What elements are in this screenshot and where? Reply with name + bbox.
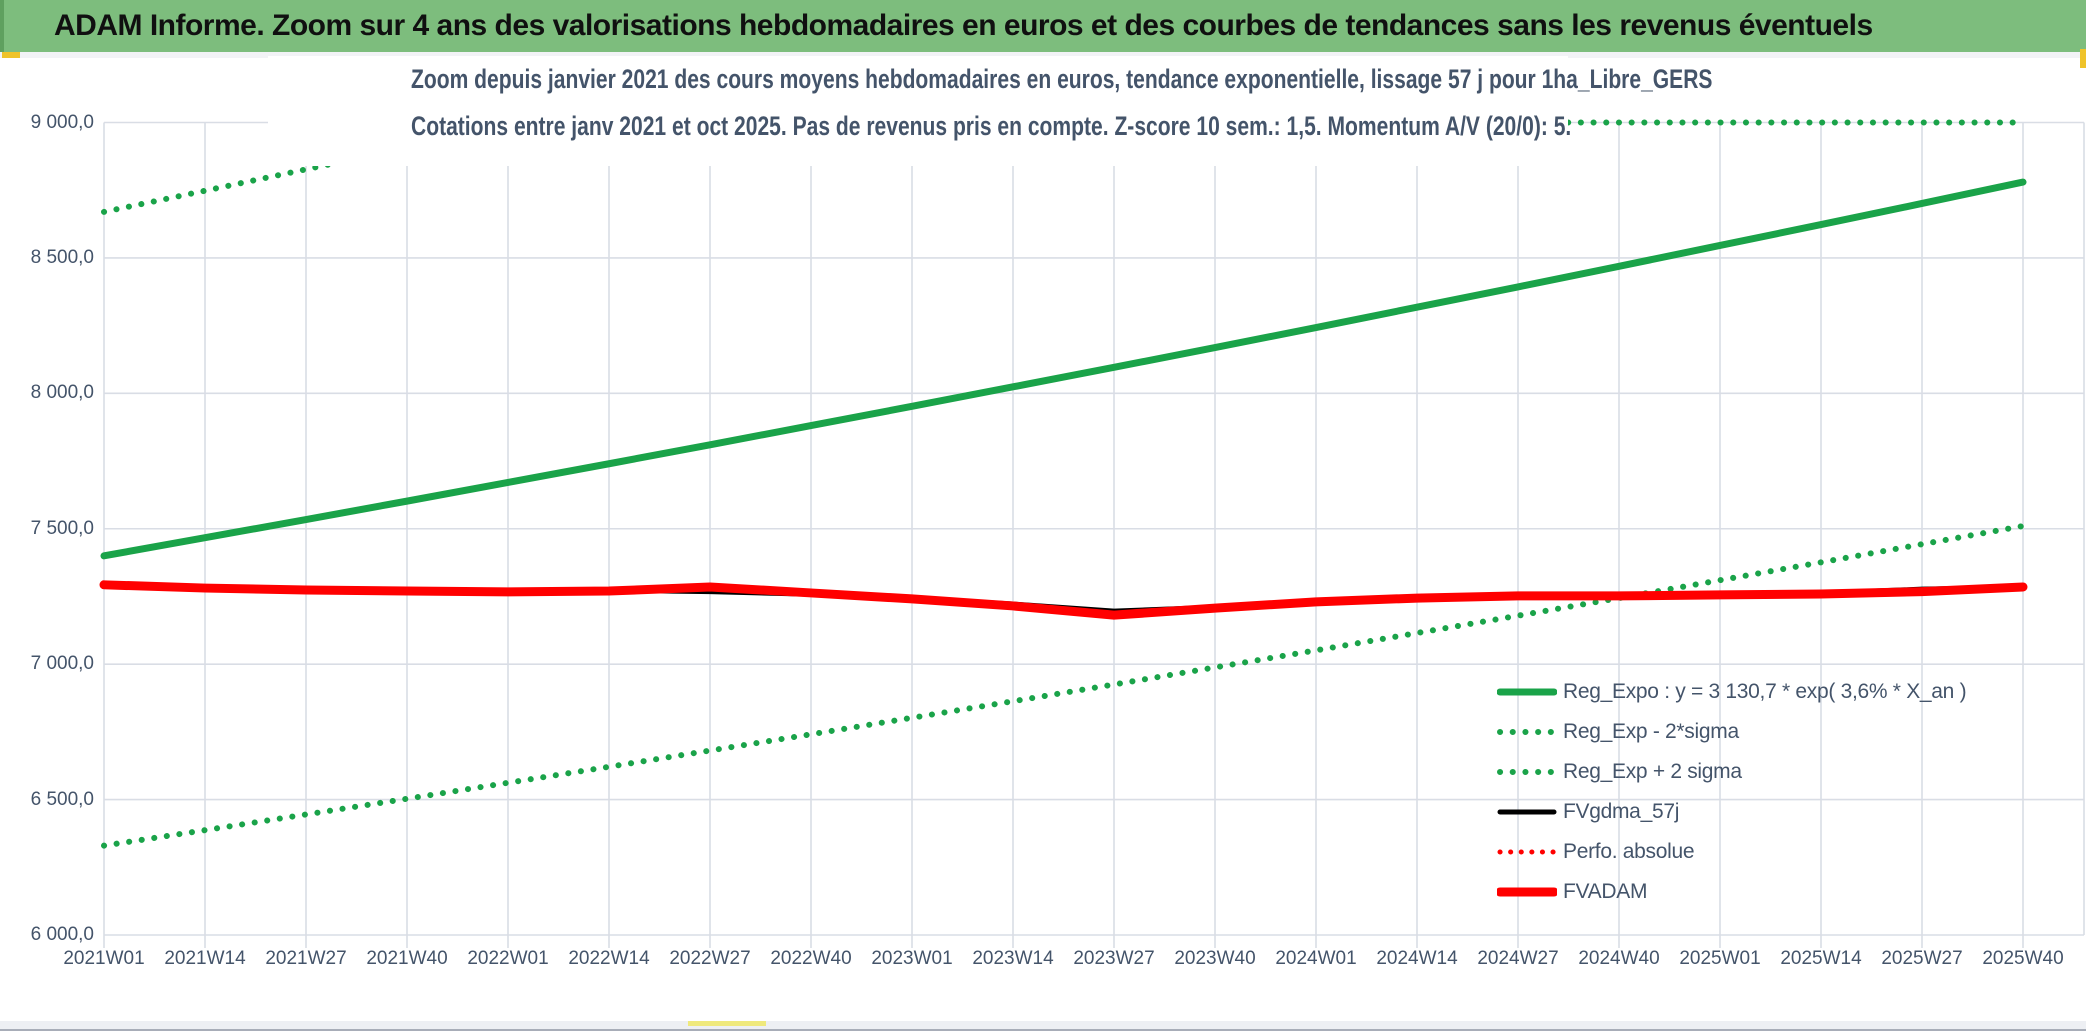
series-line-fvadam (99, 580, 2028, 620)
x-axis-tick-label: 2023W27 (1073, 948, 1155, 969)
legend-swatch-line (1497, 688, 1557, 696)
legend-item-label: FVADAM (1563, 880, 1648, 903)
scrollbar-yellow-segment[interactable] (688, 1021, 766, 1026)
legend-item-label: FVgdma_57j (1563, 800, 1680, 823)
x-axis-tick-label: 2023W40 (1174, 948, 1256, 969)
legend-item: Perfo. absolue (1497, 832, 2072, 872)
chart-title-box: Zoom depuis janvier 2021 des cours moyen… (268, 56, 1713, 166)
y-axis-tick-label: 8 500,0 (30, 246, 94, 268)
y-axis-tick-label: 7 500,0 (30, 517, 94, 539)
legend-swatch-line (1497, 849, 1557, 855)
y-axis-tick-label: 9 000,0 (30, 111, 94, 133)
legend-item-label: Reg_Expo : y = 3 130,7 * exp( 3,6% * X_a… (1563, 680, 1967, 703)
chart-legend: Reg_Expo : y = 3 130,7 * exp( 3,6% * X_a… (1497, 672, 2072, 912)
legend-swatch-line (1497, 729, 1557, 735)
x-axis-tick-label: 2021W40 (366, 948, 448, 969)
x-axis-tick-label: 2024W01 (1275, 948, 1357, 969)
y-axis-tick-label: 6 500,0 (30, 788, 94, 810)
x-axis-tick-label: 2023W14 (972, 948, 1054, 969)
left-edge-accent (0, 0, 4, 52)
x-axis-tick-label: 2021W14 (164, 948, 246, 969)
legend-swatch-line (1497, 809, 1557, 815)
chart-title-line2: Cotations entre janv 2021 et oct 2025. P… (411, 111, 1572, 141)
right-yellow-mark (2080, 49, 2086, 68)
bottom-edge-line (0, 1029, 2086, 1031)
window-title-bar: ADAM Informe. Zoom sur 4 ans des valoris… (0, 0, 2086, 52)
x-axis-tick-label: 2024W14 (1376, 948, 1458, 969)
x-axis-tick-label: 2025W01 (1679, 948, 1761, 969)
x-axis-tick-label: 2024W40 (1578, 948, 1660, 969)
window-title: ADAM Informe. Zoom sur 4 ans des valoris… (54, 9, 1873, 42)
legend-swatch-line (1497, 887, 1557, 897)
y-axis-tick-label: 6 000,0 (30, 924, 94, 945)
x-axis-tick-label: 2023W01 (871, 948, 953, 969)
left-yellow-mark (2, 52, 20, 58)
legend-item: Reg_Exp + 2 sigma (1497, 752, 2072, 792)
y-axis-tick-label: 8 000,0 (30, 382, 94, 404)
x-axis-tick-label: 2022W40 (770, 948, 852, 969)
legend-item: FVADAM (1497, 872, 2072, 912)
bottom-window-strip[interactable] (0, 1021, 2086, 1031)
x-axis-tick-label: 2022W14 (568, 948, 650, 969)
series-line-reg-expo-y-3-130-7-exp-3-6-x-an (100, 178, 2027, 560)
legend-swatch-line (1497, 769, 1557, 775)
legend-item-label: Reg_Exp + 2 sigma (1563, 760, 1742, 783)
legend-item-label: Reg_Exp - 2*sigma (1563, 720, 1739, 743)
x-axis-tick-label: 2021W01 (63, 948, 145, 969)
x-axis-tick-label: 2024W27 (1477, 948, 1559, 969)
x-axis-tick-label: 2025W14 (1780, 948, 1862, 969)
x-axis-tick-label: 2025W40 (1982, 948, 2064, 969)
y-axis-tick-label: 7 000,0 (30, 653, 94, 675)
legend-item-label: Perfo. absolue (1563, 840, 1695, 863)
legend-item: Reg_Exp - 2*sigma (1497, 712, 2072, 752)
chart-title-line1: Zoom depuis janvier 2021 des cours moyen… (411, 64, 1713, 94)
header-divider (0, 52, 2086, 58)
legend-item: FVgdma_57j (1497, 792, 2072, 832)
x-axis-tick-label: 2022W01 (467, 948, 549, 969)
x-axis-tick-label: 2021W27 (265, 948, 347, 969)
legend-item: Reg_Expo : y = 3 130,7 * exp( 3,6% * X_a… (1497, 672, 2072, 712)
x-axis-tick-label: 2025W27 (1881, 948, 1963, 969)
x-axis-tick-label: 2022W27 (669, 948, 751, 969)
